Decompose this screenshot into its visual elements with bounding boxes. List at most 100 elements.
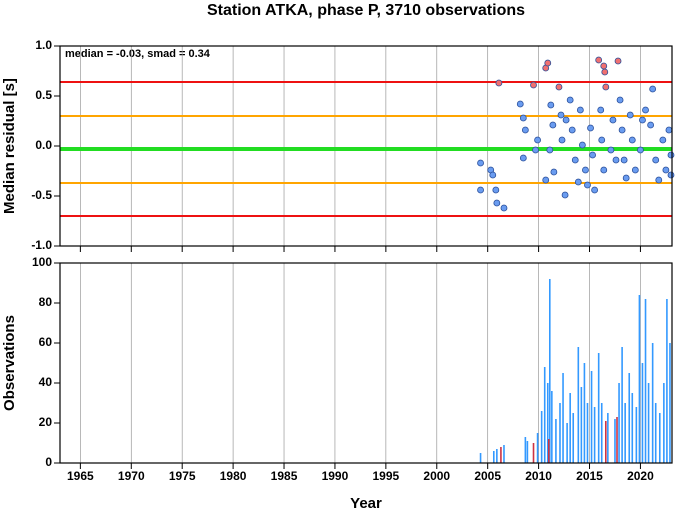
point <box>555 83 563 91</box>
bar <box>536 433 539 463</box>
bar <box>583 363 586 463</box>
point <box>601 68 609 76</box>
point <box>649 85 657 93</box>
point <box>600 62 608 70</box>
bar <box>651 343 654 463</box>
bar <box>631 393 634 463</box>
point <box>576 106 584 114</box>
bar <box>669 343 671 463</box>
annotation: median = -0.03, smad = 0.34 <box>65 48 211 60</box>
point <box>637 146 644 154</box>
point <box>647 121 655 129</box>
point <box>550 168 558 176</box>
y-tick-label: 60 <box>39 335 53 349</box>
point <box>521 126 529 134</box>
bar <box>503 445 505 463</box>
bar <box>543 367 546 463</box>
point <box>631 166 639 174</box>
bar <box>638 295 641 463</box>
bar <box>492 451 495 463</box>
point <box>477 186 484 194</box>
bar <box>540 411 543 463</box>
point <box>639 116 646 124</box>
point <box>568 126 576 134</box>
point <box>578 141 586 149</box>
point <box>519 114 527 122</box>
point <box>534 136 541 144</box>
bar <box>658 413 661 463</box>
point <box>558 136 566 144</box>
point <box>530 81 537 89</box>
bar <box>551 391 553 463</box>
plot-frame <box>59 262 673 464</box>
point <box>571 156 579 164</box>
point <box>562 116 570 124</box>
point <box>622 174 630 182</box>
y-tick-label: 0.0 <box>35 138 52 152</box>
bar <box>666 299 668 463</box>
bar <box>624 403 626 463</box>
x-tick-label: 1970 <box>118 469 145 483</box>
point <box>591 186 599 194</box>
point <box>489 171 497 179</box>
x-tick-label: 2010 <box>525 469 552 483</box>
point <box>566 96 574 104</box>
x-tick-label: 1975 <box>169 469 196 483</box>
point <box>561 191 569 199</box>
point <box>626 111 634 119</box>
x-tick-label: 1985 <box>271 469 298 483</box>
x-tick-label: 2020 <box>627 469 654 483</box>
point <box>642 106 649 114</box>
point <box>549 121 557 129</box>
bar <box>628 373 631 463</box>
y-tick-label: 80 <box>39 295 53 309</box>
bar <box>647 383 650 463</box>
point <box>544 59 552 67</box>
x-tick-label: 1995 <box>373 469 400 483</box>
point <box>628 136 636 144</box>
x-tick-label: 2015 <box>576 469 603 483</box>
point <box>477 159 484 167</box>
point <box>546 146 554 154</box>
point <box>612 156 620 164</box>
bar <box>618 383 620 463</box>
bar <box>569 393 571 463</box>
bar <box>663 383 665 463</box>
bar <box>597 353 600 463</box>
point <box>667 171 675 179</box>
y-axis-title: Observations <box>1 315 18 411</box>
bar <box>546 383 549 463</box>
point <box>584 181 591 189</box>
y-tick-label: -1.0 <box>31 238 52 252</box>
bar <box>555 419 557 463</box>
bar <box>614 419 616 463</box>
bar <box>590 371 593 463</box>
point <box>618 126 626 134</box>
bar <box>605 421 607 463</box>
point <box>600 166 608 174</box>
point <box>667 151 675 159</box>
point <box>620 156 628 164</box>
bar <box>566 423 568 463</box>
point <box>582 166 589 174</box>
point <box>652 156 660 164</box>
y-tick-label: -0.5 <box>31 188 52 202</box>
point <box>602 83 610 91</box>
y-axis-title: Median residual [s] <box>1 78 18 214</box>
point <box>662 166 670 174</box>
point <box>519 154 527 162</box>
y-tick-label: 1.0 <box>35 38 52 52</box>
x-tick-label: 1990 <box>322 469 349 483</box>
point <box>659 136 667 144</box>
point <box>614 57 622 65</box>
bar <box>616 417 618 463</box>
point <box>598 136 606 144</box>
point <box>655 176 663 184</box>
point <box>516 100 524 108</box>
bar <box>586 403 589 463</box>
point <box>542 176 550 184</box>
x-tick-label: 1980 <box>220 469 247 483</box>
point <box>589 151 596 159</box>
y-tick-label: 40 <box>39 375 53 389</box>
